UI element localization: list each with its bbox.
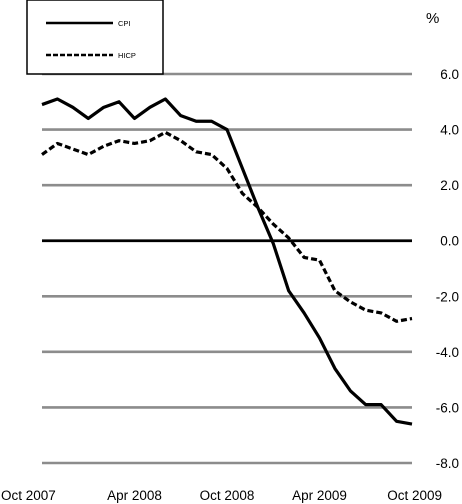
y-tick-label: 4.0: [440, 123, 459, 138]
y-tick-label: 6.0: [440, 67, 459, 82]
x-tick-label: Oct 2007: [1, 488, 56, 503]
x-tick-label: Apr 2009: [292, 488, 347, 503]
gridlines: [42, 72, 412, 465]
x-tick-label: Oct 2009: [387, 488, 442, 503]
x-tick-label: Apr 2008: [107, 488, 162, 503]
y-tick-label: 2.0: [440, 178, 459, 193]
x-tick-labels: Oct 2007 Apr 2008 Oct 2008 Apr 2009 Oct 2009: [1, 488, 442, 503]
series-lines: [41, 97, 413, 426]
y-tick-label: 0.0: [440, 234, 459, 249]
series-line-hicp: [41, 130, 413, 323]
legend-label-hicp: HICP: [118, 51, 136, 60]
series-line-cpi: [41, 97, 413, 426]
legend: CPI HICP: [26, 0, 164, 75]
x-tick-label: Oct 2008: [200, 488, 255, 503]
y-tick-label: -4.0: [436, 345, 459, 360]
y-tick-label: -6.0: [436, 400, 459, 415]
y-axis-unit: %: [426, 10, 439, 27]
legend-box: [26, 0, 164, 75]
legend-label-cpi: CPI: [118, 19, 131, 28]
y-tick-label: -8.0: [436, 456, 459, 471]
y-tick-label: -2.0: [436, 289, 459, 304]
y-tick-labels: 6.0 4.0 2.0 0.0 -2.0 -4.0 -6.0 -8.0: [436, 67, 459, 471]
